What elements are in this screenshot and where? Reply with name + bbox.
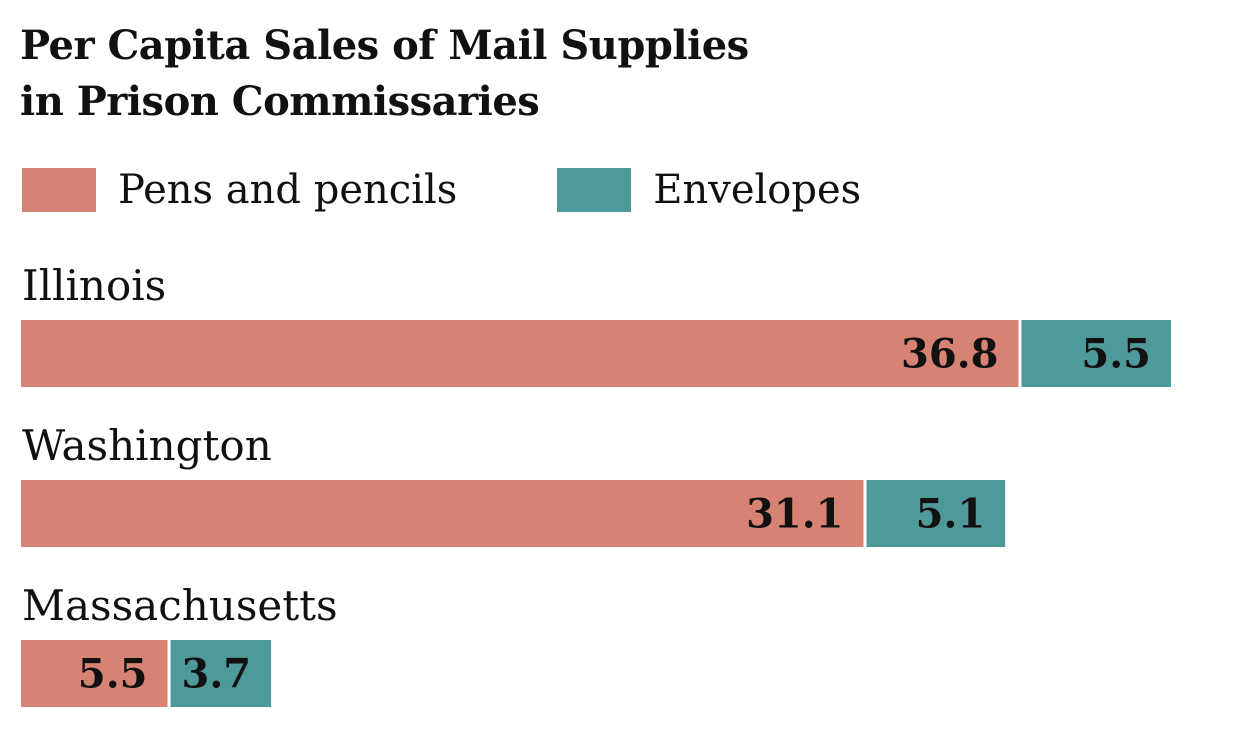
legend-swatch-pens xyxy=(22,168,96,212)
bar-illinois-envelopes xyxy=(1021,320,1171,387)
legend-item-pens: Pens and pencils xyxy=(22,167,457,213)
legend-label-envelopes: Envelopes xyxy=(653,167,862,213)
bar-washington-envelopes xyxy=(866,480,1006,547)
value-label-illinois-pens-and-pencils: 36.8 xyxy=(901,331,998,378)
value-label-massachusetts-pens-and-pencils: 5.5 xyxy=(78,651,148,698)
legend-item-envelopes: Envelopes xyxy=(557,167,861,213)
chart-title-line-1: Per Capita Sales of Mail Supplies xyxy=(20,22,749,69)
value-label-illinois-envelopes: 5.5 xyxy=(1081,331,1151,378)
value-label-massachusetts-envelopes: 3.7 xyxy=(182,651,252,698)
bar-massachusetts-pens-and-pencils xyxy=(21,640,168,707)
category-label-washington: Washington xyxy=(22,421,272,470)
chart-title-line-2: in Prison Commissaries xyxy=(20,78,540,125)
bar-massachusetts-envelopes xyxy=(170,640,272,707)
legend: Pens and pencils Envelopes xyxy=(22,166,861,214)
legend-label-pens: Pens and pencils xyxy=(118,167,458,213)
chart-title: Per Capita Sales of Mail Supplies in Pri… xyxy=(20,18,749,130)
bar-washington-pens-and-pencils xyxy=(21,480,864,547)
category-label-massachusetts: Massachusetts xyxy=(22,581,338,630)
value-label-washington-pens-and-pencils: 31.1 xyxy=(746,491,843,538)
category-label-illinois: Illinois xyxy=(22,261,166,310)
legend-swatch-envelopes xyxy=(557,168,632,212)
bar-illinois-pens-and-pencils xyxy=(21,320,1019,387)
value-label-washington-envelopes: 5.1 xyxy=(916,491,986,538)
